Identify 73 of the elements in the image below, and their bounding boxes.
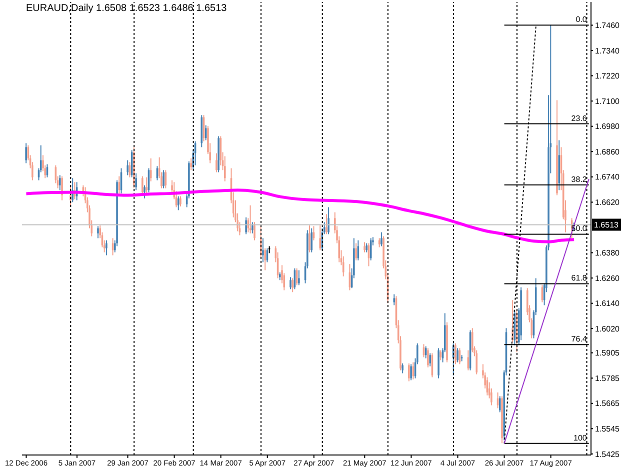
candlestick xyxy=(106,240,108,256)
candlestick xyxy=(224,156,226,182)
candlestick xyxy=(142,176,144,196)
candlestick xyxy=(126,160,129,176)
legend-label: 38.2 xyxy=(571,174,588,184)
candlestick xyxy=(180,196,182,207)
candlestick xyxy=(118,176,120,194)
candlestick xyxy=(427,348,429,368)
candlestick xyxy=(380,232,382,247)
candlestick xyxy=(216,152,218,173)
candlestick xyxy=(471,328,474,353)
candlestick xyxy=(308,224,310,253)
y-tick-label: 1.5785 xyxy=(595,374,620,383)
candlestick xyxy=(393,294,396,306)
y-tick-label: 1.6380 xyxy=(595,248,620,258)
candlestick xyxy=(144,184,146,199)
candlestick xyxy=(264,248,266,271)
legend-label: 0.0 xyxy=(576,15,588,24)
candlestick xyxy=(262,238,264,263)
candlestick xyxy=(146,176,148,194)
candlestick xyxy=(298,270,300,286)
candlestick xyxy=(364,242,366,253)
candlestick xyxy=(204,124,207,141)
candlestick xyxy=(290,276,292,290)
candlestick xyxy=(424,346,427,359)
candlestick xyxy=(402,362,404,374)
candlestick xyxy=(410,364,412,381)
y-tick-label: 1.5545 xyxy=(595,424,620,434)
candlestick xyxy=(254,222,256,241)
y-tick-label: 1.7460 xyxy=(595,21,620,30)
candlestick xyxy=(476,350,478,375)
candlestick xyxy=(177,196,180,211)
candlestick xyxy=(292,278,294,293)
y-tick-label: 1.6020 xyxy=(595,324,620,334)
candlestick xyxy=(326,214,328,235)
candlestick xyxy=(355,242,357,261)
candlestick xyxy=(59,174,61,191)
candlestick xyxy=(319,224,321,251)
y-tick-label: 1.6980 xyxy=(595,122,620,132)
y-tick-label: 1.6620 xyxy=(595,198,620,208)
y-tick-label: 1.6860 xyxy=(595,147,620,156)
candlestick xyxy=(370,238,372,261)
y-tick-label: 1.7100 xyxy=(595,96,620,106)
series-label: 23.6 xyxy=(571,114,588,123)
y-tick-label: 1.6140 xyxy=(595,299,620,308)
candlestick xyxy=(328,206,330,235)
candlestick xyxy=(454,342,456,365)
candlestick xyxy=(25,142,27,164)
y-tick-label: 1.5665 xyxy=(595,399,620,408)
y-tick-label: 1.7220 xyxy=(595,72,620,81)
legend-label: 61.8 xyxy=(571,274,588,283)
candlestick xyxy=(135,172,137,191)
candlestick xyxy=(429,352,431,367)
candlestick xyxy=(408,362,410,382)
candlestick xyxy=(97,226,99,239)
candlestick xyxy=(245,216,247,235)
y-tick-label: 1.5425 xyxy=(595,450,620,459)
y-tick-label: 1.6260 xyxy=(595,274,620,283)
candlestick xyxy=(456,348,458,363)
series-label: 76.4 xyxy=(571,334,588,344)
candlestick xyxy=(190,158,192,171)
candlestick xyxy=(162,170,164,189)
candlestick xyxy=(366,242,368,253)
candlestick xyxy=(310,228,313,253)
candlestick xyxy=(498,396,501,413)
series-label: 100 xyxy=(574,433,588,442)
y-tick-label: 1.6740 xyxy=(595,172,620,182)
y-tick-label: 1.7340 xyxy=(595,46,620,56)
candlestick xyxy=(252,222,254,234)
chart-title: EURAUD,Daily 1.6508 1.6523 1.6486 1.6513 xyxy=(26,3,227,14)
candlestick xyxy=(150,158,152,182)
y-tick-label: 1.5905 xyxy=(595,348,620,358)
ref-line-label: 1.6513 xyxy=(594,220,620,230)
